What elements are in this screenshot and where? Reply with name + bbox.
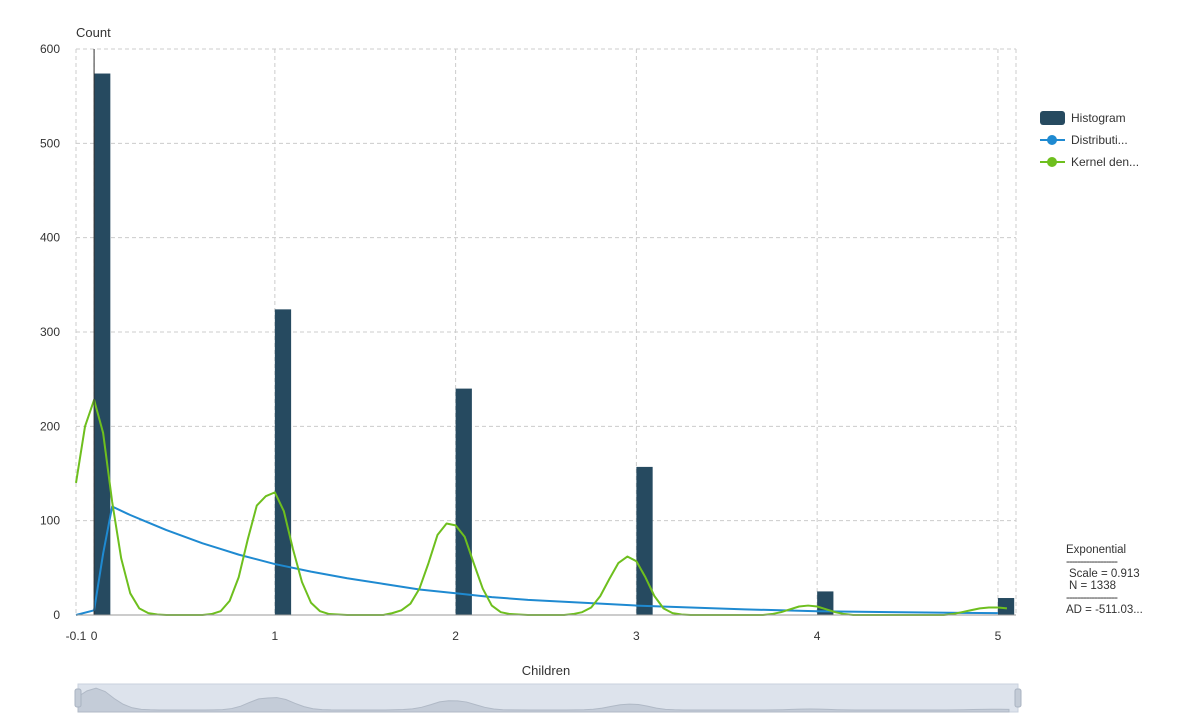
y-tick-label: 400 [40, 231, 60, 245]
legend-label: Histogram [1071, 111, 1126, 125]
tick-labels: 0 100 200 300 400 500 600 -0.1 0 1 2 3 4 5 [40, 42, 1002, 643]
y-tick-label: 300 [40, 325, 60, 339]
x-tick-label: 1 [272, 629, 279, 643]
y-tick-label: 100 [40, 514, 60, 528]
grid-lines [75, 48, 1017, 616]
n-value: N = 1338 [1069, 580, 1116, 592]
y-tick-label: 0 [53, 608, 60, 622]
kernel-density-swatch [1040, 155, 1065, 169]
legend-item-distribution[interactable]: Distributi... [1040, 129, 1180, 151]
distribution-swatch [1040, 133, 1065, 147]
histogram-bar [997, 598, 1015, 615]
series-lines [75, 398, 1008, 616]
x-tick-label: 2 [452, 629, 459, 643]
zoom-handle-right[interactable] [1014, 688, 1022, 708]
y-tick-label: 500 [40, 136, 60, 150]
legend-item-histogram[interactable]: Histogram [1040, 107, 1180, 129]
histogram-bar [274, 309, 292, 615]
zoom-handle-left[interactable] [74, 688, 82, 708]
axes [76, 49, 1016, 616]
y-tick-label: 600 [40, 42, 60, 56]
distribution-name: Exponential [1066, 544, 1127, 556]
zoom-track [77, 683, 1019, 713]
histogram-bar [817, 591, 834, 615]
legend: Histogram Distributi... Kernel den... [1040, 107, 1180, 173]
legend-label: Kernel den... [1071, 155, 1140, 169]
x-axis-title: Children [522, 663, 570, 678]
x-tick-label: -0.1 [66, 629, 87, 643]
kernel-density-line [75, 398, 1008, 616]
stats-separator: ------------------ [1066, 592, 1118, 604]
legend-item-kernel-density[interactable]: Kernel den... [1040, 151, 1180, 173]
x-tick-label: 5 [995, 629, 1002, 643]
y-tick-label: 200 [40, 419, 60, 433]
distribution-stats: Exponential ------------------ Scale = 0… [1066, 544, 1143, 616]
zoom-slider[interactable] [74, 683, 1022, 713]
histogram-bars [94, 73, 1015, 615]
zoom-preview [77, 687, 1010, 713]
x-tick-label: 3 [633, 629, 640, 643]
histogram-bar [94, 73, 111, 615]
distribution-line [75, 505, 998, 616]
y-axis-title: Count [76, 25, 111, 40]
x-tick-label: 0 [91, 629, 98, 643]
scale-value: Scale = 0.913 [1069, 568, 1140, 580]
stats-separator: ------------------ [1066, 556, 1118, 568]
legend-label: Distributi... [1071, 133, 1128, 147]
histogram-bar [455, 388, 472, 615]
x-tick-label: 4 [814, 629, 821, 643]
ad-value: AD = -511.03... [1066, 604, 1143, 616]
histogram-swatch [1040, 111, 1065, 125]
histogram-bar [636, 466, 653, 615]
